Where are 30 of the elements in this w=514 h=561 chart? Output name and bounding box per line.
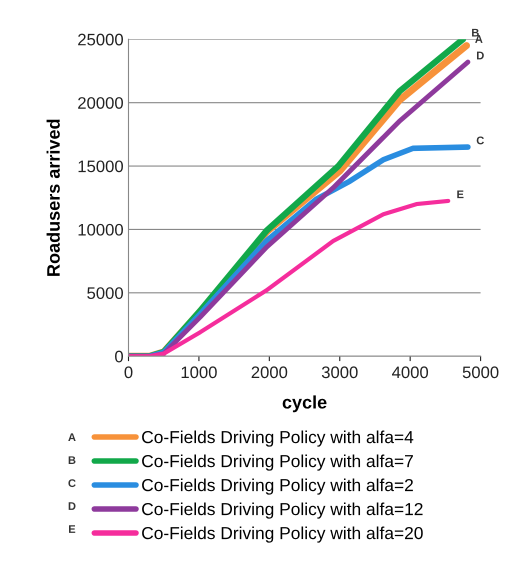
text: D <box>68 502 76 510</box>
y-tick-label: 20000 <box>78 97 123 109</box>
x-tick-label: 4000 <box>392 366 428 378</box>
text: B <box>68 456 76 464</box>
y-tick-label: 15000 <box>78 160 123 172</box>
annotation: D <box>476 52 484 60</box>
legend-label: Co-Fields Driving Policy with alfa=7 <box>142 454 413 471</box>
legend-label: Co-Fields Driving Policy with alfa=20 <box>142 526 423 543</box>
annotation: C <box>476 136 484 144</box>
x-axis-title: cycle <box>282 395 327 412</box>
y-tick-label: 25000 <box>78 34 123 46</box>
y-axis-title: Roadusers arrived <box>46 120 60 276</box>
x-tick-label: 5000 <box>462 366 498 378</box>
text: C <box>68 479 76 488</box>
legend-label: Co-Fields Driving Policy with alfa=2 <box>142 478 413 495</box>
legend-label: Co-Fields Driving Policy with alfa=4 <box>142 430 414 447</box>
annotation: A <box>475 35 483 43</box>
x-tick-label: 2000 <box>252 366 288 378</box>
annotation: E <box>457 190 464 198</box>
x-tick-label: 3000 <box>322 366 358 378</box>
text: E <box>68 525 76 533</box>
x-tick-label: 0 <box>124 366 132 378</box>
y-tick-label: 0 <box>115 350 123 362</box>
annotation: B <box>472 28 479 36</box>
y-tick-label: 5000 <box>87 287 123 300</box>
legend-label: Co-Fields Driving Policy with alfa=12 <box>142 502 423 519</box>
text: A <box>68 433 76 442</box>
line-series <box>128 198 450 356</box>
x-tick-label: 1000 <box>182 366 217 378</box>
y-tick-label: 10000 <box>78 224 123 236</box>
